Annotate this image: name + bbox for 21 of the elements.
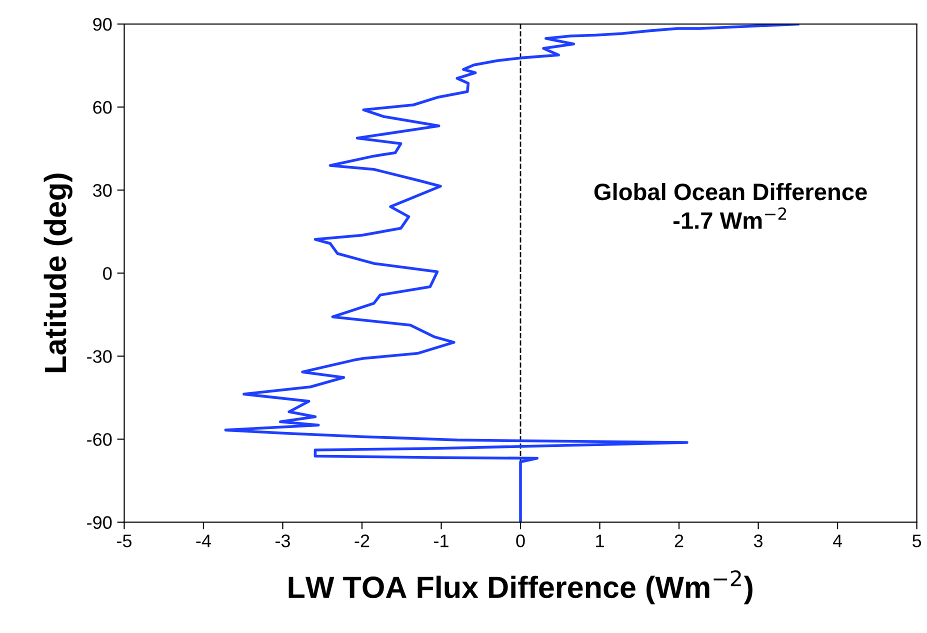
x-tick-label: -3 — [276, 534, 290, 548]
y-tick-label: -60 — [87, 433, 112, 446]
y-tick-label: 0 — [103, 267, 112, 280]
y-tick-label: 90 — [93, 18, 112, 31]
x-tick-label: 3 — [754, 534, 763, 548]
y-axis-title: Latitude (deg) — [44, 174, 72, 372]
x-tick-label: -1 — [434, 534, 448, 548]
y-tick-label: 30 — [93, 184, 112, 197]
y-tick-label: -90 — [87, 516, 112, 529]
x-tick-label: 5 — [912, 534, 922, 548]
x-tick-label: 0 — [516, 534, 525, 548]
x-tick-label: 4 — [832, 534, 842, 548]
y-tick-label: 60 — [93, 101, 112, 114]
x-tick-label: -5 — [116, 534, 132, 548]
y-tick-label: -30 — [87, 350, 112, 363]
x-tick-label: -4 — [196, 534, 211, 548]
x-axis-title: LW TOA Flux Difference (Wm$^{−2}$) — [288, 570, 752, 604]
x-tick-label: -2 — [354, 534, 370, 548]
x-tick-label: 2 — [674, 534, 684, 548]
annotation: Global Ocean Difference -1.7 Wm$^{−2}$ — [594, 182, 867, 229]
x-tick-label: 1 — [596, 534, 604, 548]
